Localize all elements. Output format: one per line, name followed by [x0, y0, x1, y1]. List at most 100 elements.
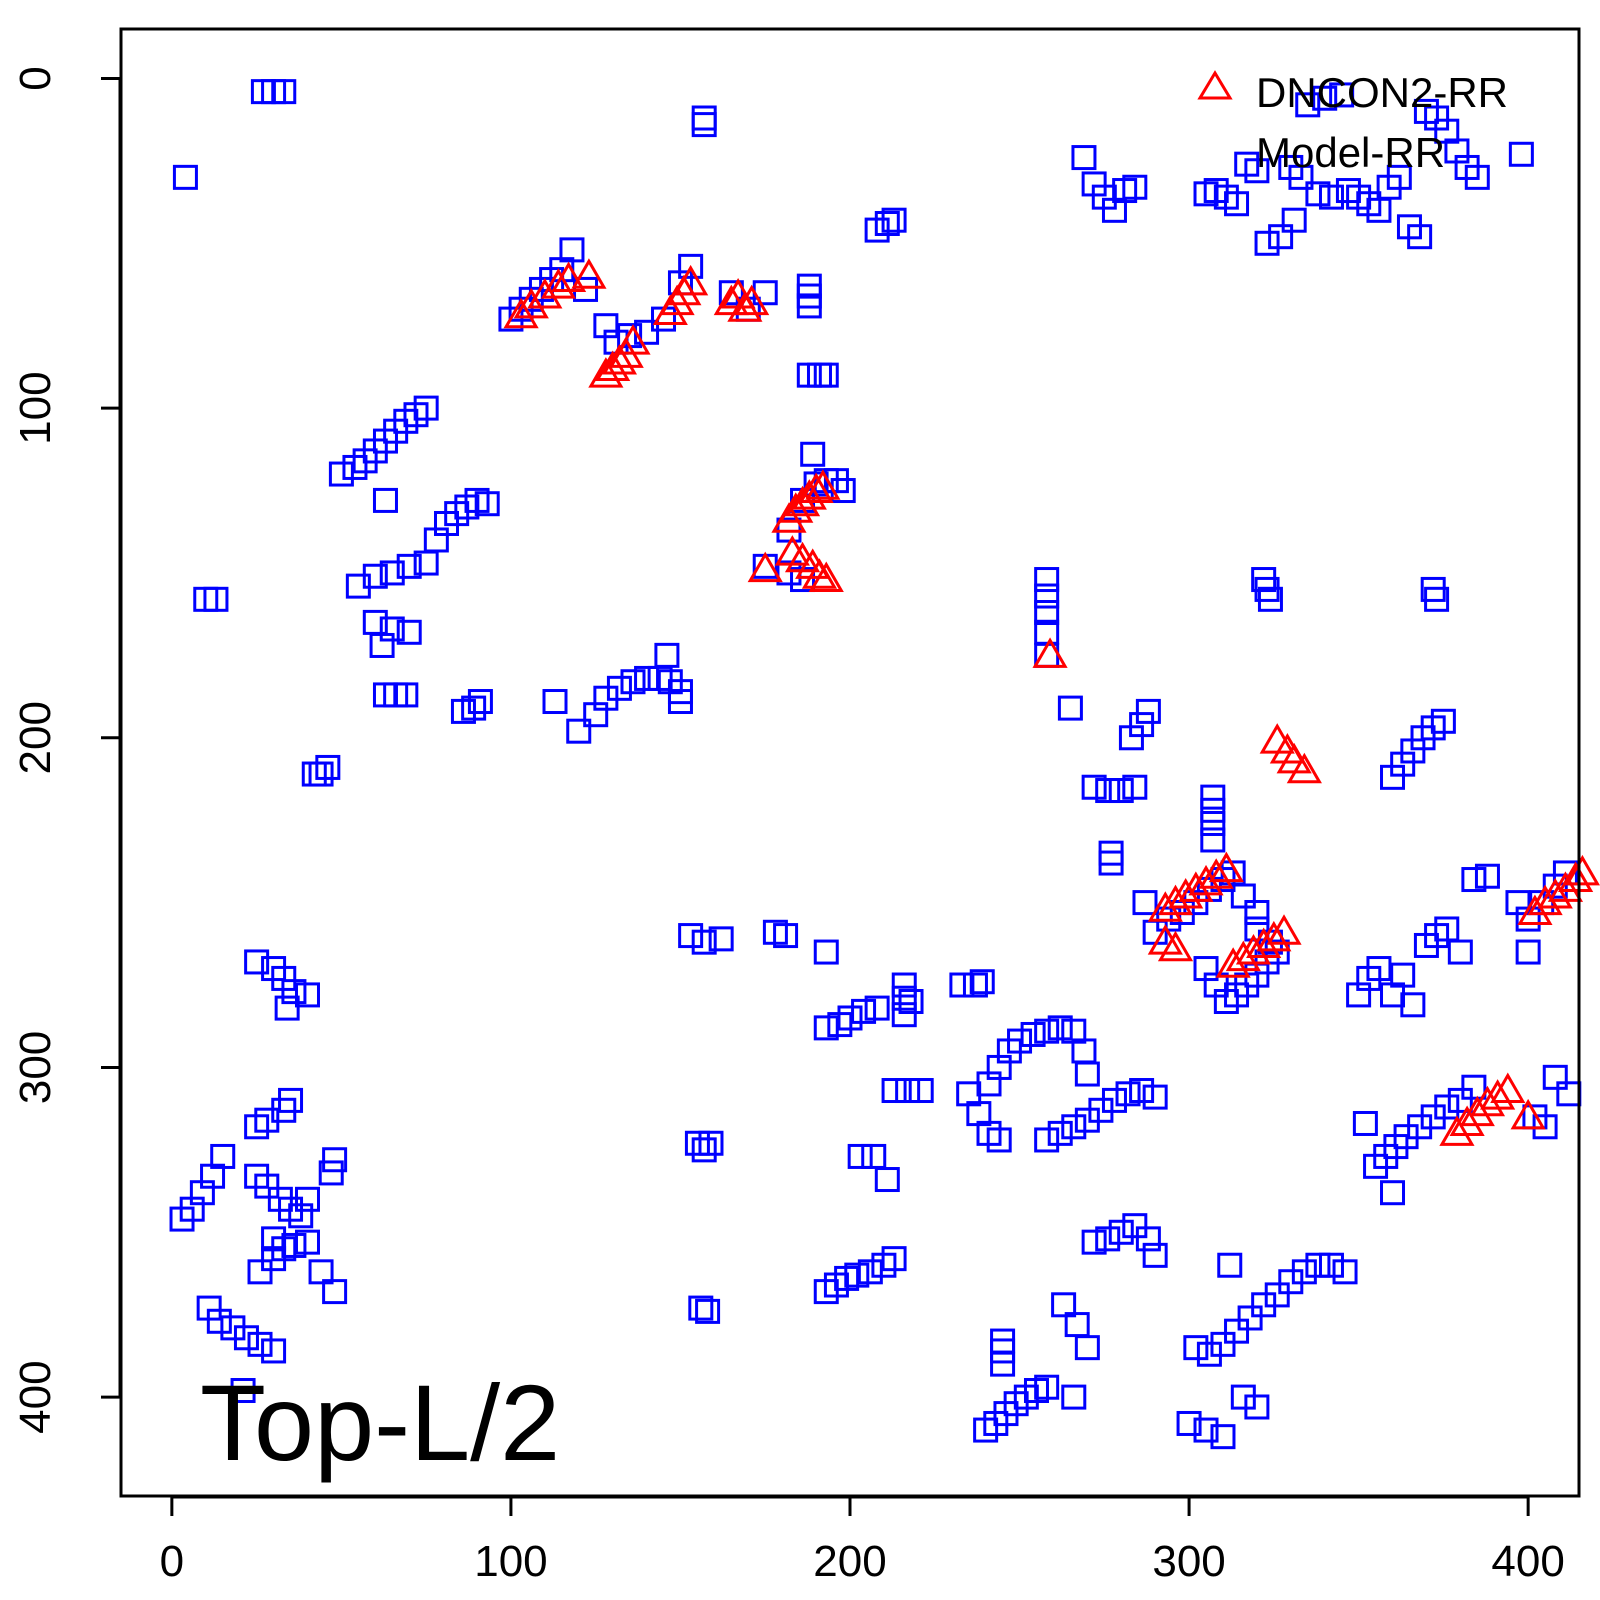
model-rr-point [413, 550, 439, 576]
model-rr-point [1291, 1259, 1317, 1285]
model-rr-point [1224, 191, 1250, 217]
model-rr-point [1129, 1078, 1155, 1104]
model-rr-point [233, 1325, 259, 1351]
model-rr-point [1051, 1292, 1077, 1318]
model-rr-point [396, 553, 422, 579]
model-rr-point [274, 995, 300, 1021]
model-rr-point [851, 998, 877, 1024]
model-rr-point [1200, 827, 1226, 853]
model-rr-point [542, 689, 568, 715]
model-rr-point [1193, 1417, 1219, 1443]
dncon2-rr-point [615, 324, 651, 355]
dncon2-rr-point [527, 278, 563, 309]
model-rr-point [1071, 145, 1097, 171]
model-rr-point [393, 682, 419, 708]
y-tick-label: 0 [11, 66, 60, 90]
model-rr-point [1461, 1074, 1487, 1100]
dncon2-rr-point [734, 284, 770, 316]
model-rr-point [203, 586, 229, 612]
model-rr-point [254, 1173, 280, 1199]
dncon2-rr-point [1517, 894, 1553, 925]
dncon2-rr-point [1558, 861, 1594, 893]
model-rr-point [467, 689, 493, 715]
model-rr-point [881, 1246, 907, 1272]
model-rr-point [827, 1012, 853, 1038]
model-rr-point [559, 237, 585, 263]
model-rr-point [1447, 939, 1473, 965]
model-rr-point [474, 491, 500, 517]
dncon2-rr-point [1537, 878, 1573, 909]
model-rr-point [210, 1143, 236, 1169]
model-rr-point [1034, 583, 1060, 609]
model-rr-point [864, 995, 890, 1021]
model-rr-point [684, 1130, 710, 1156]
legend: DNCON2-RR Model-RR [1197, 69, 1508, 176]
model-rr-point [881, 1078, 907, 1104]
model-rr-point [1224, 1318, 1250, 1344]
dncon2-rr-point [601, 343, 638, 375]
model-rr-point [206, 1308, 232, 1334]
model-rr-point [773, 923, 799, 949]
dncon2-rr-point [1459, 1095, 1495, 1127]
model-rr-point [1386, 164, 1412, 190]
dncon2-rr-point [727, 291, 763, 322]
model-rr-point [861, 1143, 887, 1169]
model-rr-point [895, 1078, 921, 1104]
model-rr-point [1305, 1252, 1331, 1278]
model-rr-point [1115, 1081, 1141, 1107]
model-rr-point [247, 1331, 273, 1357]
model-rr-point [881, 207, 907, 233]
model-rr-point [1424, 586, 1450, 612]
model-rr-point [1508, 141, 1534, 167]
model-rr-point [606, 675, 632, 701]
model-rr-point [1312, 85, 1338, 111]
model-rr-point [1244, 1394, 1270, 1420]
model-rr-point [1135, 698, 1161, 724]
model-rr-point [1095, 778, 1121, 804]
model-rr-point [891, 1002, 917, 1028]
model-rr-point [620, 669, 646, 695]
model-rr-point [1122, 1213, 1148, 1239]
model-rr-point [322, 1279, 348, 1305]
model-rr-point [278, 1087, 304, 1113]
model-rr-point [813, 939, 839, 965]
model-rr-point [1230, 883, 1256, 909]
dncon2-rr-point [1449, 1105, 1485, 1136]
model-rr-point [1295, 92, 1321, 118]
model-rr-point [247, 1259, 273, 1285]
model-rr-point [1108, 1219, 1134, 1245]
model-rr-point [281, 1232, 307, 1258]
model-rr-point [986, 1127, 1012, 1153]
dncon2-rr-point [1157, 930, 1194, 962]
model-rr-point [1034, 1018, 1060, 1044]
model-rr-point [990, 1351, 1016, 1377]
model-rr-point [1264, 939, 1290, 965]
model-rr-point [1122, 174, 1148, 200]
model-rr-point [566, 718, 592, 744]
dncon2-rr-point [747, 551, 783, 583]
model-rr-point [891, 985, 917, 1011]
model-rr-point [328, 461, 354, 487]
x-axis: 0 100 200 300 400 [160, 1495, 1565, 1586]
model-rr-point [1264, 1282, 1290, 1308]
model-rr-point [1108, 778, 1134, 804]
model-rr-point [1061, 1384, 1087, 1410]
model-rr-point [891, 972, 917, 998]
model-rr-point [1132, 890, 1158, 916]
x-tick-label: 200 [813, 1537, 886, 1586]
model-rr-point [1268, 224, 1294, 250]
model-rr-point [1200, 810, 1226, 836]
model-rr-point [1305, 181, 1331, 207]
model-rr-point [281, 979, 307, 1005]
model-rr-point [261, 1338, 287, 1364]
model-rr-point [379, 560, 405, 586]
model-rr-point [1281, 207, 1307, 233]
model-rr-point [1332, 1259, 1358, 1285]
dncon2-rr-series [503, 258, 1600, 1146]
model-rr-point [1074, 1335, 1100, 1361]
model-rr-point [1034, 1127, 1060, 1153]
model-rr-point [1034, 567, 1060, 593]
model-rr-point [708, 926, 734, 952]
model-rr-point [1135, 1226, 1161, 1252]
